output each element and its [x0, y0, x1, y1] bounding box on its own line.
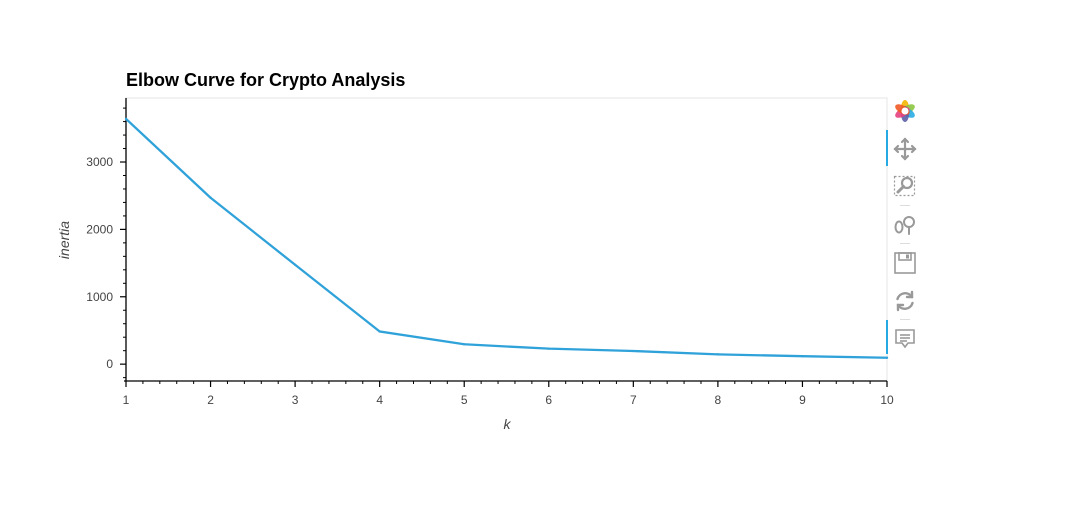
chart-title: Elbow Curve for Crypto Analysis [126, 70, 406, 90]
x-tick-label: 5 [461, 393, 468, 407]
series-line[interactable] [125, 118, 888, 359]
toolbar-separator [900, 243, 910, 244]
data-point[interactable] [547, 347, 550, 350]
wheel-zoom-icon[interactable] [890, 211, 920, 239]
x-tick-label: 1 [123, 393, 130, 407]
data-point[interactable] [716, 353, 720, 356]
data-point[interactable] [632, 349, 635, 353]
bokeh-logo-icon[interactable] [890, 97, 920, 125]
active-tool-indicator [886, 320, 888, 354]
y-tick-label: 3000 [86, 155, 113, 169]
x-tick-label: 2 [207, 393, 214, 407]
x-tick-label: 6 [545, 393, 552, 407]
x-axis-label: k [503, 416, 511, 432]
reset-icon[interactable] [890, 287, 920, 315]
x-tick-label: 3 [292, 393, 299, 407]
toolbar-separator [900, 205, 910, 206]
x-tick-label: 9 [799, 393, 806, 407]
chart-toolbar [886, 97, 920, 357]
plot-frame [125, 97, 888, 382]
active-tool-indicator [886, 130, 888, 166]
x-tick-label: 8 [715, 393, 722, 407]
y-tick-label: 1000 [86, 290, 113, 304]
data-point[interactable] [801, 355, 804, 358]
y-axis-label: inertia [56, 220, 72, 260]
x-tick-label: 10 [880, 393, 894, 407]
y-tick-label: 0 [106, 357, 113, 371]
box-zoom-icon[interactable] [890, 172, 920, 200]
save-icon[interactable] [890, 249, 920, 277]
data-point[interactable] [293, 263, 297, 266]
data-point[interactable] [378, 330, 381, 333]
data-point[interactable] [209, 196, 212, 199]
toolbar-separator [900, 319, 910, 320]
x-tick-label: 7 [630, 393, 637, 407]
data-point[interactable] [124, 117, 128, 121]
data-point[interactable] [885, 356, 889, 359]
hover-icon[interactable] [890, 325, 920, 353]
pan-icon[interactable] [890, 135, 920, 163]
x-tick-label: 4 [376, 393, 383, 407]
y-tick-label: 2000 [86, 222, 113, 236]
data-point[interactable] [463, 343, 466, 346]
